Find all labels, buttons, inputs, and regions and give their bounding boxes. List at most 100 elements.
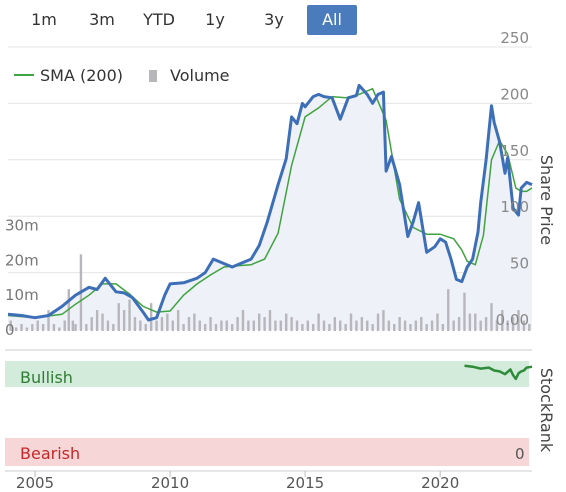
volume-bar [506, 320, 509, 331]
volume-bar [31, 324, 34, 331]
legend-volume-label[interactable]: Volume [170, 66, 230, 85]
volume-bar [230, 324, 234, 331]
range-button-all[interactable]: All [307, 5, 357, 35]
volume-bar [90, 317, 93, 331]
volume-bar [263, 317, 266, 331]
volume-bar [301, 324, 304, 331]
volume-bar [236, 317, 239, 331]
x-tick-label: 2015 [286, 474, 324, 492]
price-line [7, 83, 533, 322]
share-price-axis-label: Share Price [537, 155, 556, 245]
x-axis-ticks: 2005 2010 2015 2020 [16, 471, 459, 492]
volume-bar [74, 324, 77, 331]
volume-bar [376, 313, 380, 331]
range-button-ytd[interactable]: YTD [143, 10, 175, 29]
volume-bar [122, 310, 126, 331]
volume-bar [398, 317, 401, 331]
volume-bar [198, 320, 201, 331]
volume-bar [441, 324, 445, 331]
volume-bar [366, 320, 369, 331]
volume-bar [166, 313, 169, 331]
volume-bar [285, 313, 288, 331]
volume-bar [268, 310, 272, 331]
volume-bar [112, 324, 115, 331]
volume-bar [20, 324, 23, 331]
volume-bar [382, 310, 385, 331]
volume-bar [160, 317, 164, 331]
volume-bar [257, 313, 261, 331]
volume-bar [430, 320, 434, 331]
volume-tick-label: 20m [5, 251, 39, 269]
volume-bar [58, 327, 61, 331]
stockrank-line [464, 364, 533, 381]
volume-bar [95, 310, 99, 331]
volume-bar [247, 320, 250, 331]
volume-bar [25, 327, 29, 331]
volume-bar [349, 313, 353, 331]
volume-bar [479, 320, 482, 331]
volume-tick-label: 30m [5, 216, 39, 234]
volume-bar [128, 299, 131, 331]
range-button-3m[interactable]: 3m [89, 10, 115, 29]
volume-bar [317, 313, 320, 331]
price-tick-label: 150 [500, 142, 529, 160]
volume-bar [511, 317, 515, 331]
volume-bar [490, 303, 493, 331]
volume-bar [403, 320, 407, 331]
volume-bar [463, 292, 466, 331]
volume-bar [425, 324, 428, 331]
volume-bar [447, 289, 450, 331]
bullish-label: Bullish [20, 368, 73, 387]
volume-bar [484, 317, 488, 331]
volume-bar [328, 324, 331, 331]
volume-bar [101, 313, 104, 331]
volume-bar [252, 320, 255, 331]
volume-bar [85, 324, 88, 331]
bearish-label: Bearish [20, 444, 80, 463]
volume-bar [522, 320, 526, 331]
volume-bar [517, 310, 520, 331]
volume-bar [149, 303, 153, 331]
volume-bar [495, 320, 499, 331]
volume-bar [414, 320, 418, 331]
range-button-3y[interactable]: 3y [264, 10, 284, 29]
volume-bar [225, 320, 228, 331]
volume-bar [295, 320, 299, 331]
volume-bar [339, 320, 342, 331]
volume-bar [139, 320, 142, 331]
volume-tick-label: 0 [5, 321, 15, 339]
sma-200-line [7, 87, 533, 319]
volume-bar [468, 313, 472, 331]
volume-bar [436, 313, 439, 331]
volume-bar [171, 320, 174, 331]
volume-bar [290, 317, 293, 331]
range-button-1m[interactable]: 1m [31, 10, 57, 29]
volume-bar [117, 303, 120, 331]
volume-bar [14, 327, 18, 331]
volume-bar [474, 313, 477, 331]
volume-bar [274, 320, 277, 331]
volume-bar [355, 320, 358, 331]
range-button-1y[interactable]: 1y [205, 10, 225, 29]
legend-sma-label[interactable]: SMA (200) [40, 66, 123, 85]
price-tick-label: 50 [510, 255, 529, 273]
legend-volume-swatch[interactable] [149, 70, 157, 82]
volume-bar [47, 310, 50, 331]
volume-bar [333, 317, 337, 331]
volume-bars [9, 254, 531, 331]
volume-bar [393, 324, 396, 331]
volume-bar [155, 320, 158, 331]
volume-tick-label: 10m [5, 286, 39, 304]
volume-bar [144, 324, 147, 331]
volume-bar [420, 317, 423, 331]
volume-bar [133, 317, 137, 331]
x-tick-label: 2020 [421, 474, 459, 492]
stockrank-zero-label: 0 [515, 445, 525, 463]
volume-bar [528, 324, 531, 331]
volume-axis-ticks: 30m 20m 10m 0 [5, 216, 39, 339]
volume-bar [41, 324, 45, 331]
volume-bar [193, 313, 196, 331]
volume-bar [279, 320, 283, 331]
